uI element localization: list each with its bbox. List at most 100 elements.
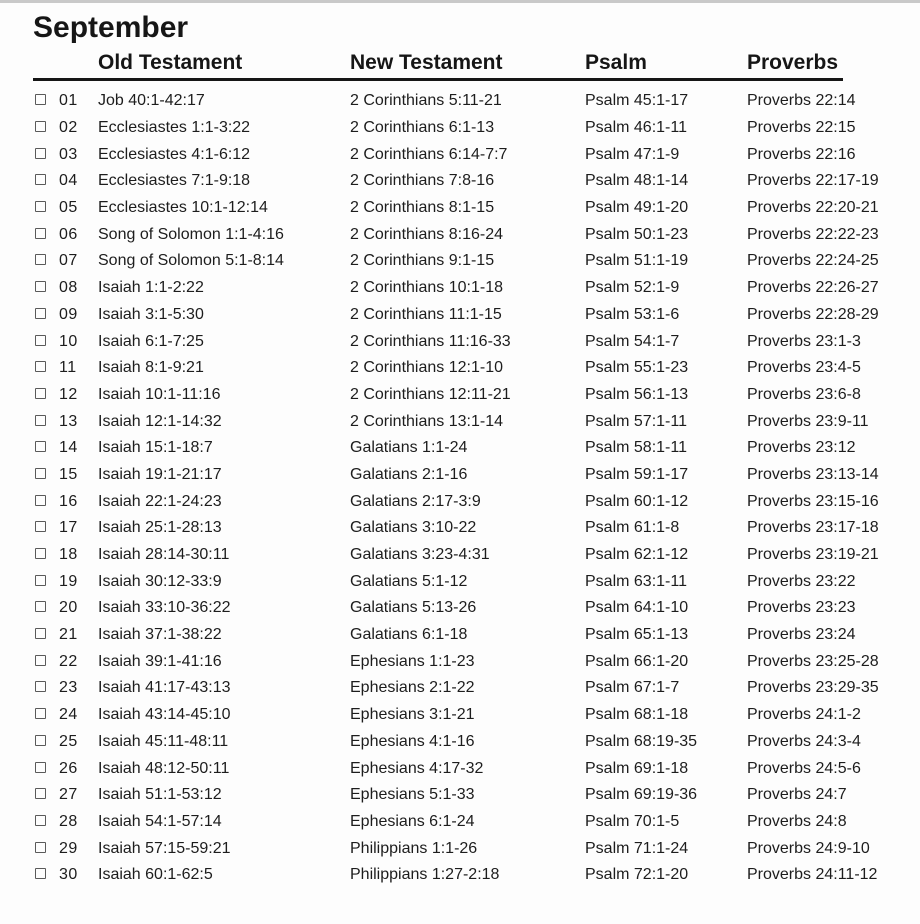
psalm-reading: Psalm 63:1-11	[585, 572, 687, 590]
proverbs-reading: Proverbs 22:15	[747, 119, 856, 137]
checkbox-cell	[33, 172, 59, 190]
old-testament-reading: Isaiah 25:1-28:13	[98, 519, 222, 537]
day-checkbox[interactable]	[35, 201, 46, 213]
proverbs-reading: Proverbs 23:19-21	[747, 546, 879, 564]
old-testament-reading: Ecclesiastes 1:1-3:22	[98, 119, 251, 137]
day-checkbox[interactable]	[35, 734, 46, 746]
old-testament-reading: Isaiah 12:1-14:32	[98, 412, 222, 430]
day-checkbox[interactable]	[35, 788, 46, 800]
table-row: 17 Isaiah 25:1-28:13 Galatians 3:10-22 P…	[33, 515, 920, 542]
column-header-old-testament: Old Testament	[98, 51, 243, 74]
psalm-reading: Psalm 52:1-9	[585, 279, 680, 297]
day-checkbox[interactable]	[35, 281, 46, 293]
new-testament-reading: 2 Corinthians 9:1-15	[350, 252, 495, 270]
proverbs-reading: Proverbs 23:15-16	[747, 492, 879, 510]
day-checkbox[interactable]	[35, 574, 46, 586]
day-number: 23	[59, 679, 78, 697]
checkbox-cell	[33, 760, 59, 778]
day-checkbox[interactable]	[35, 761, 46, 773]
proverbs-reading: Proverbs 24:7	[747, 786, 847, 804]
table-row: 01 Job 40:1-42:17 2 Corinthians 5:11-21 …	[33, 88, 920, 115]
day-checkbox[interactable]	[35, 121, 46, 133]
day-checkbox[interactable]	[35, 548, 46, 560]
psalm-reading: Psalm 62:1-12	[585, 546, 689, 564]
new-testament-reading: 2 Corinthians 12:11-21	[350, 385, 511, 403]
old-testament-reading: Isaiah 1:1-2:22	[98, 279, 204, 297]
checkbox-cell	[33, 306, 59, 324]
day-checkbox[interactable]	[35, 414, 46, 426]
day-number: 28	[59, 812, 78, 830]
day-checkbox[interactable]	[35, 521, 46, 533]
proverbs-reading: Proverbs 23:1-3	[747, 332, 861, 350]
day-number: 10	[59, 332, 78, 350]
table-row: 18 Isaiah 28:14-30:11 Galatians 3:23-4:3…	[33, 542, 920, 569]
day-number: 06	[59, 225, 78, 243]
checkbox-cell	[33, 733, 59, 751]
psalm-reading: Psalm 55:1-23	[585, 359, 689, 377]
table-row: 16 Isaiah 22:1-24:23 Galatians 2:17-3:9 …	[33, 488, 920, 515]
psalm-reading: Psalm 48:1-14	[585, 172, 689, 190]
proverbs-reading: Proverbs 22:14	[747, 92, 856, 110]
proverbs-reading: Proverbs 24:3-4	[747, 732, 861, 750]
proverbs-reading: Proverbs 23:25-28	[747, 652, 879, 670]
table-row: 04 Ecclesiastes 7:1-9:18 2 Corinthians 7…	[33, 168, 920, 195]
day-checkbox[interactable]	[35, 147, 46, 159]
psalm-reading: Psalm 54:1-7	[585, 332, 680, 350]
day-checkbox[interactable]	[35, 494, 46, 506]
day-checkbox[interactable]	[35, 654, 46, 666]
psalm-reading: Psalm 69:1-18	[585, 759, 689, 777]
checkbox-cell	[33, 359, 59, 377]
psalm-reading: Psalm 47:1-9	[585, 145, 680, 163]
table-row: 02 Ecclesiastes 1:1-3:22 2 Corinthians 6…	[33, 115, 920, 142]
day-checkbox[interactable]	[35, 628, 46, 640]
day-number: 25	[59, 732, 78, 750]
day-checkbox[interactable]	[35, 361, 46, 373]
day-checkbox[interactable]	[35, 254, 46, 266]
table-row: 10 Isaiah 6:1-7:25 2 Corinthians 11:16-3…	[33, 328, 920, 355]
day-checkbox[interactable]	[35, 841, 46, 853]
day-number: 15	[59, 465, 78, 483]
proverbs-reading: Proverbs 24:11-12	[747, 866, 878, 884]
table-row: 11 Isaiah 8:1-9:21 2 Corinthians 12:1-10…	[33, 355, 920, 382]
day-checkbox[interactable]	[35, 334, 46, 346]
day-checkbox[interactable]	[35, 227, 46, 239]
checkbox-cell	[33, 679, 59, 697]
day-checkbox[interactable]	[35, 441, 46, 453]
day-number: 29	[59, 839, 78, 857]
day-number: 17	[59, 519, 78, 537]
day-checkbox[interactable]	[35, 467, 46, 479]
new-testament-reading: 2 Corinthians 6:1-13	[350, 119, 495, 137]
checkbox-cell	[33, 840, 59, 858]
day-number: 30	[59, 866, 78, 884]
checkbox-cell	[33, 199, 59, 217]
new-testament-reading: Galatians 5:13-26	[350, 599, 477, 617]
day-checkbox[interactable]	[35, 601, 46, 613]
day-checkbox[interactable]	[35, 814, 46, 826]
proverbs-reading: Proverbs 22:26-27	[747, 279, 879, 297]
day-checkbox[interactable]	[35, 868, 46, 880]
table-row: 30 Isaiah 60:1-62:5 Philippians 1:27-2:1…	[33, 862, 920, 889]
new-testament-reading: Ephesians 4:1-16	[350, 732, 475, 750]
day-number: 24	[59, 706, 78, 724]
checkbox-cell	[33, 386, 59, 404]
day-checkbox[interactable]	[35, 681, 46, 693]
new-testament-reading: 2 Corinthians 8:16-24	[350, 225, 503, 243]
day-checkbox[interactable]	[35, 94, 46, 106]
old-testament-reading: Isaiah 8:1-9:21	[98, 359, 204, 377]
table-row: 19 Isaiah 30:12-33:9 Galatians 5:1-12 Ps…	[33, 568, 920, 595]
table-row: 21 Isaiah 37:1-38:22 Galatians 6:1-18 Ps…	[33, 622, 920, 649]
day-checkbox[interactable]	[35, 174, 46, 186]
day-checkbox[interactable]	[35, 307, 46, 319]
day-number: 05	[59, 199, 78, 217]
proverbs-reading: Proverbs 23:24	[747, 626, 856, 644]
new-testament-reading: Galatians 3:23-4:31	[350, 546, 490, 564]
day-checkbox[interactable]	[35, 708, 46, 720]
day-checkbox[interactable]	[35, 387, 46, 399]
new-testament-reading: 2 Corinthians 8:1-15	[350, 199, 495, 217]
old-testament-reading: Song of Solomon 1:1-4:16	[98, 225, 284, 243]
table-row: 29 Isaiah 57:15-59:21 Philippians 1:1-26…	[33, 835, 920, 862]
checkbox-cell	[33, 626, 59, 644]
new-testament-reading: Ephesians 3:1-21	[350, 706, 475, 724]
checkbox-cell	[33, 333, 59, 351]
psalm-reading: Psalm 68:19-35	[585, 732, 698, 750]
